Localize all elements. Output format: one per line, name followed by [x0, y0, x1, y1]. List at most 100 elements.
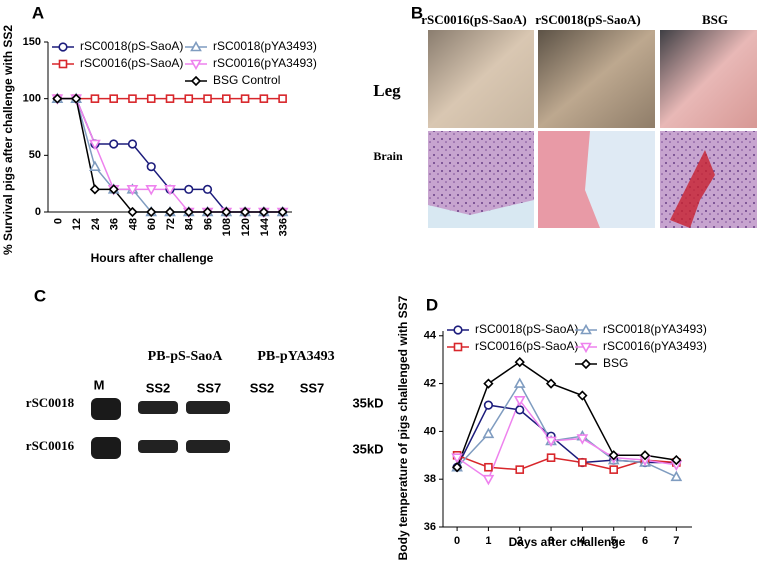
row-label: rSC0018 — [26, 395, 75, 410]
group-label: PB-pYA3493 — [257, 349, 334, 364]
x-tick-label: 24 — [90, 217, 102, 230]
marker — [546, 453, 556, 462]
marker — [608, 450, 619, 461]
band — [186, 401, 230, 414]
marker — [203, 94, 212, 103]
panel-b: B rSC0016(pS-SaoA) rSC0018(pS-SaoA) BSG … — [373, 3, 757, 228]
marker — [515, 465, 525, 474]
y-tick-label: 36 — [424, 521, 436, 533]
marker — [545, 436, 557, 448]
marker — [202, 184, 213, 194]
x-tick-label: 72 — [165, 218, 177, 230]
y-tick-label: 0 — [35, 206, 41, 218]
x-axis-label: Days after challenge — [509, 535, 626, 549]
marker — [146, 162, 156, 172]
band — [91, 398, 121, 420]
series-line — [456, 361, 677, 468]
photo — [428, 30, 534, 128]
band — [186, 440, 230, 453]
panel-letter: D — [426, 295, 438, 314]
size-label: 35kD — [352, 395, 383, 410]
marker — [451, 453, 463, 464]
marker — [277, 206, 288, 218]
legend-marker — [58, 42, 68, 52]
legend-label: rSC0016(pYA3493) — [213, 56, 317, 70]
x-tick-label: 4 — [579, 535, 586, 547]
photo — [538, 30, 655, 128]
legend-label: rSC0016(pYA3493) — [603, 339, 707, 353]
legend-label: rSC0016(pS-SaoA) — [80, 56, 183, 70]
marker — [184, 184, 194, 194]
legend-marker — [190, 40, 202, 52]
marker — [128, 94, 137, 103]
marker — [109, 139, 119, 149]
x-tick-label: 0 — [454, 535, 460, 547]
band — [138, 401, 178, 414]
y-tick-label: 42 — [424, 377, 436, 389]
size-label: 35kD — [352, 441, 383, 456]
marker — [483, 378, 494, 389]
legend-label: BSG — [603, 356, 628, 370]
marker — [127, 206, 138, 218]
y-tick-label: 38 — [424, 473, 436, 485]
marker — [89, 139, 101, 151]
x-tick-label: 36 — [109, 218, 121, 230]
lane-label: SS2 — [146, 380, 171, 395]
legend-label: rSC0018(pYA3493) — [213, 39, 317, 53]
legend-marker — [453, 325, 463, 335]
marker — [483, 400, 494, 410]
marker — [202, 206, 213, 218]
y-tick-label: 44 — [424, 330, 437, 342]
band — [91, 437, 121, 459]
x-tick-label: 0 — [52, 218, 64, 224]
x-tick-label: 60 — [146, 218, 158, 230]
lane-label: SS2 — [250, 380, 275, 395]
marker — [165, 94, 175, 103]
marker — [671, 454, 682, 466]
legend-marker — [453, 342, 463, 352]
y-tick-label: 150 — [23, 36, 41, 48]
marker — [670, 470, 683, 482]
marker — [259, 94, 269, 103]
marker — [90, 94, 100, 103]
marker — [52, 93, 63, 104]
marker — [482, 474, 495, 486]
column-heading: rSC0016(pS-SaoA) — [421, 12, 526, 27]
column-heading: BSG — [702, 12, 728, 27]
legend-label: rSC0018(pYA3493) — [603, 322, 707, 336]
y-tick-label: 100 — [23, 93, 41, 105]
marker — [184, 94, 194, 103]
panel-letter: A — [32, 3, 44, 22]
x-tick-label: 3 — [548, 535, 554, 547]
marker — [71, 93, 82, 104]
marker — [164, 185, 176, 196]
x-tick-label: 2 — [517, 535, 523, 547]
marker — [278, 94, 287, 103]
legend-label: BSG Control — [213, 73, 280, 87]
marker — [89, 160, 101, 171]
y-axis-label: % Survival pigs after challenge with SS2 — [1, 25, 15, 255]
panel-letter: B — [411, 3, 423, 22]
marker — [576, 434, 589, 445]
marker — [164, 206, 176, 218]
panel-letter: C — [34, 286, 46, 305]
charts: 0 12 24 36 48 60 72 84 96 108 120 144 336050100150A%… — [1, 3, 707, 560]
marker — [639, 450, 651, 461]
marker — [127, 139, 138, 149]
marker — [609, 465, 618, 474]
x-tick-label: 7 — [673, 535, 679, 547]
marker — [146, 206, 157, 218]
x-tick-label: 48 — [127, 218, 139, 230]
series-line — [456, 382, 677, 478]
row-label: Leg — [373, 81, 401, 100]
y-axis-label: Body temperature of pigs challenged with… — [396, 295, 410, 560]
marker — [514, 356, 525, 368]
x-tick-label: 96 — [202, 218, 214, 230]
lane-label: SS7 — [300, 380, 325, 395]
legend-marker — [580, 323, 592, 335]
lane-label: M — [94, 377, 105, 392]
marker — [577, 390, 588, 401]
legend-marker — [190, 75, 202, 87]
marker — [221, 206, 232, 218]
